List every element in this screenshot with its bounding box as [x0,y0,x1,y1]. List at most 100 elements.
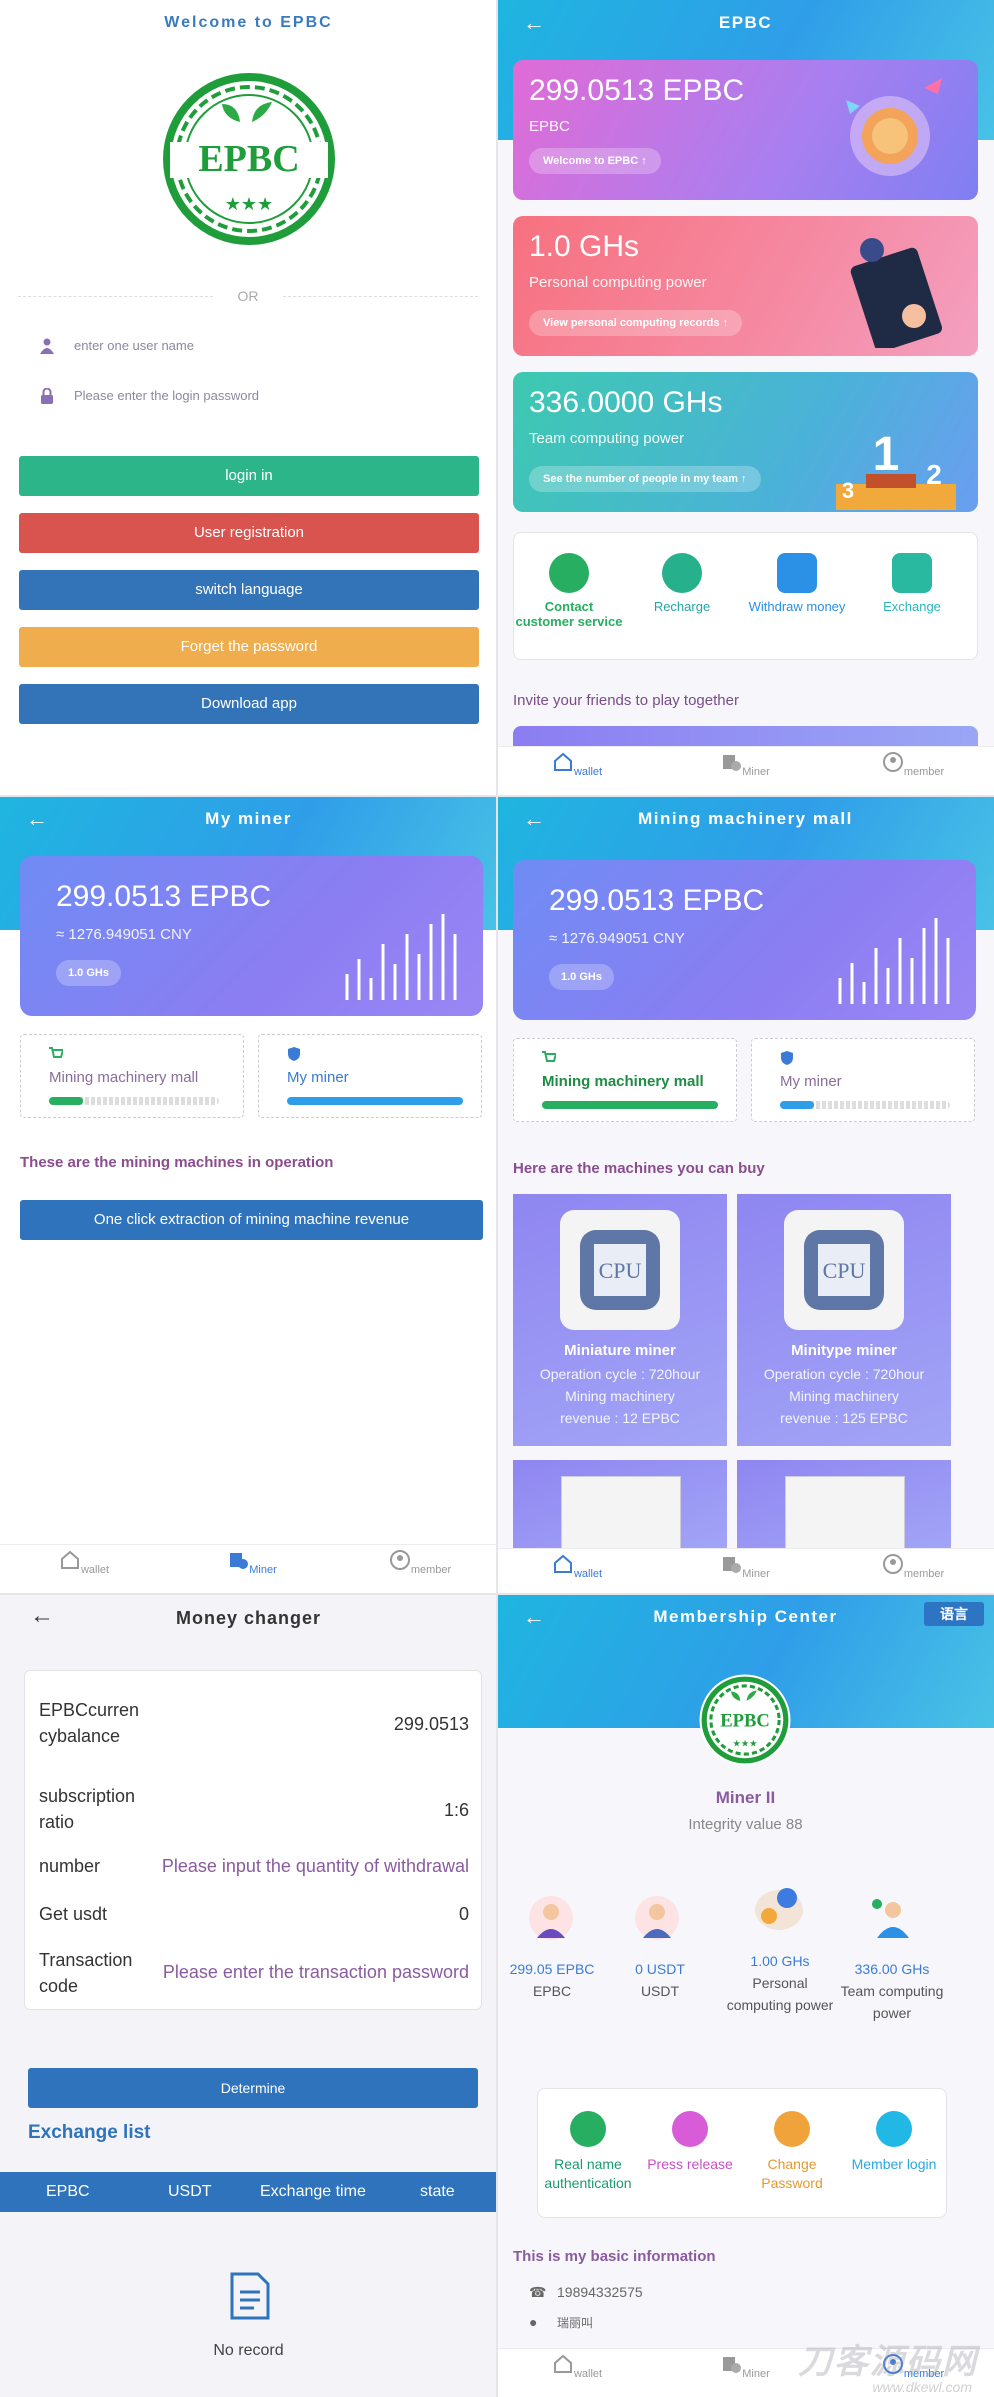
watermark-url: www.dkewl.com [872,2379,972,2395]
team-power-label: Team computing power [529,430,685,447]
back-arrow-icon[interactable]: ← [523,1604,547,1629]
exchange-button[interactable]: Exchange [857,553,967,614]
back-arrow-icon[interactable]: ← [30,1602,54,1629]
member-login-button[interactable]: Member login [844,2111,944,2174]
extract-revenue-button[interactable]: One click extraction of mining machine r… [20,1200,483,1240]
tab-miner[interactable]: Miner [695,2353,795,2380]
wallet-screen: ← EPBC 299.0513 EPBC EPBC Welcome to EPB… [497,0,994,796]
svg-text:★★★: ★★★ [732,1738,757,1748]
tab-wallet[interactable]: wallet [527,2353,627,2380]
press-release-button[interactable]: Press release [640,2111,740,2174]
tab-member[interactable]: member [863,2353,963,2380]
user-circle-icon [882,1554,903,1574]
back-arrow-icon[interactable]: ← [523,806,547,831]
balance-value: 299.0513 EPBC [529,74,745,107]
computing-illustration-icon [755,1888,803,1930]
page-title: My miner [205,809,292,828]
member-actions: Real name authentication Press release C… [537,2088,947,2218]
tab-miner[interactable]: Miner [695,1553,795,1580]
welcome-pill[interactable]: Welcome to EPBC ↑ [529,148,661,174]
podium-illustration-icon: 1 2 3 [836,428,956,510]
user-circle-icon [882,752,903,772]
username-field[interactable]: enter one user name [40,336,460,358]
exchange-table-header: EPBC USDT Exchange time state [0,2172,497,2212]
svg-text:1: 1 [873,428,900,481]
register-button[interactable]: User registration [19,513,479,553]
tab-mining-mall[interactable]: Mining machinery mall [20,1034,244,1118]
cpu-icon: CPU [784,1210,904,1330]
tab-bar: wallet Miner member [497,2348,994,2397]
password-field[interactable]: Please enter the login password [40,386,460,408]
svg-text:CPU: CPU [823,1258,866,1283]
tab-member[interactable]: member [863,751,963,778]
switch-language-button[interactable]: switch language [19,570,479,610]
panel-divider [0,795,994,797]
user-circle-icon [882,2354,903,2374]
membership-screen: ← Membership Center 语言 EPBC ★★★ Miner II… [497,1594,994,2397]
back-arrow-icon[interactable]: ← [26,806,50,831]
cny-value: ≈ 1276.949051 CNY [549,930,685,947]
section-title: These are the mining machines in operati… [20,1154,334,1171]
real-name-auth-button[interactable]: Real name authentication [538,2111,638,2193]
home-icon [553,1554,572,1573]
power-pill: 1.0 GHs [56,960,121,986]
change-password-button[interactable]: Change Password [742,2111,842,2193]
money-changer-screen: ← Money changer EPBCcurren cybalance 299.… [0,1594,497,2397]
panel-divider [496,0,498,2397]
svg-text:CPU: CPU [599,1258,642,1283]
user-icon [40,338,54,354]
tab-miner[interactable]: Miner [695,751,795,778]
balance-card: 299.0513 EPBC EPBC Welcome to EPBC ↑ [513,60,978,200]
tab-member[interactable]: member [370,1549,470,1576]
product-card[interactable]: CPU Minitype miner Operation cycle : 720… [737,1194,951,1446]
exchange-form: EPBCcurren cybalance 299.0513 subscriptio… [24,1670,482,2010]
product-card[interactable] [513,1460,727,1550]
balance-unit: EPBC [529,118,570,135]
download-app-button[interactable]: Download app [19,684,479,724]
product-card[interactable] [737,1460,951,1550]
broken-image [785,1476,905,1550]
home-icon [553,2354,572,2373]
forget-password-button[interactable]: Forget the password [19,627,479,667]
balance-card: 299.0513 EPBC ≈ 1276.949051 CNY 1.0 GHs [513,860,976,1020]
tab-miner[interactable]: Miner [202,1549,302,1576]
product-card[interactable]: CPU Miniature miner Operation cycle : 72… [513,1194,727,1446]
page-title: Mining machinery mall [638,809,853,828]
password-placeholder: Please enter the login password [74,388,260,403]
recharge-button[interactable]: Recharge [627,553,737,614]
stat-usdt: 0 USDT USDT [635,1961,685,1999]
header: ← Membership Center [497,1594,994,1640]
contact-service-button[interactable]: Contact customer service [514,553,624,629]
personal-power-label: Personal computing power [529,274,707,291]
team-illustration-icon [872,1899,909,1938]
number-input[interactable]: Please input the quantity of withdrawal [161,1856,469,1876]
login-button[interactable]: login in [19,456,479,496]
language-button[interactable]: 语言 [924,1602,984,1626]
tab-my-miner[interactable]: My miner [258,1034,482,1118]
determine-button[interactable]: Determine [28,2068,478,2108]
smile-icon [876,2111,912,2147]
tab-my-miner[interactable]: My miner [751,1038,975,1122]
tab-wallet[interactable]: wallet [527,751,627,778]
mining-mall-screen: ← Mining machinery mall 299.0513 EPBC ≈ … [497,796,994,1594]
member-level: Miner II [715,1788,776,1807]
exchange-list-title: Exchange list [28,2122,151,2143]
transaction-password-input[interactable]: Please enter the transaction password [162,1962,469,1982]
page-title: Money changer [175,1608,322,1628]
invite-banner[interactable] [513,726,978,746]
power-pill: 1.0 GHs [549,964,614,990]
tab-wallet[interactable]: wallet [527,1553,627,1580]
personal-records-pill[interactable]: View personal computing records ↑ [529,310,743,336]
tab-wallet[interactable]: wallet [34,1549,134,1576]
panel-divider [0,1593,994,1595]
tab-member[interactable]: member [863,1553,963,1580]
balance-value: 299.0513 EPBC [549,884,765,917]
shield-check-icon [570,2111,606,2147]
team-members-pill[interactable]: See the number of people in my team ↑ [529,466,761,492]
document-icon [230,2272,270,2320]
back-arrow-icon[interactable]: ← [523,10,547,35]
withdraw-button[interactable]: Withdraw money [742,553,852,614]
svg-text:3: 3 [842,478,854,503]
epbc-seal-logo: EPBC ★★★ [163,73,335,245]
tab-mining-mall[interactable]: Mining machinery mall [513,1038,737,1122]
